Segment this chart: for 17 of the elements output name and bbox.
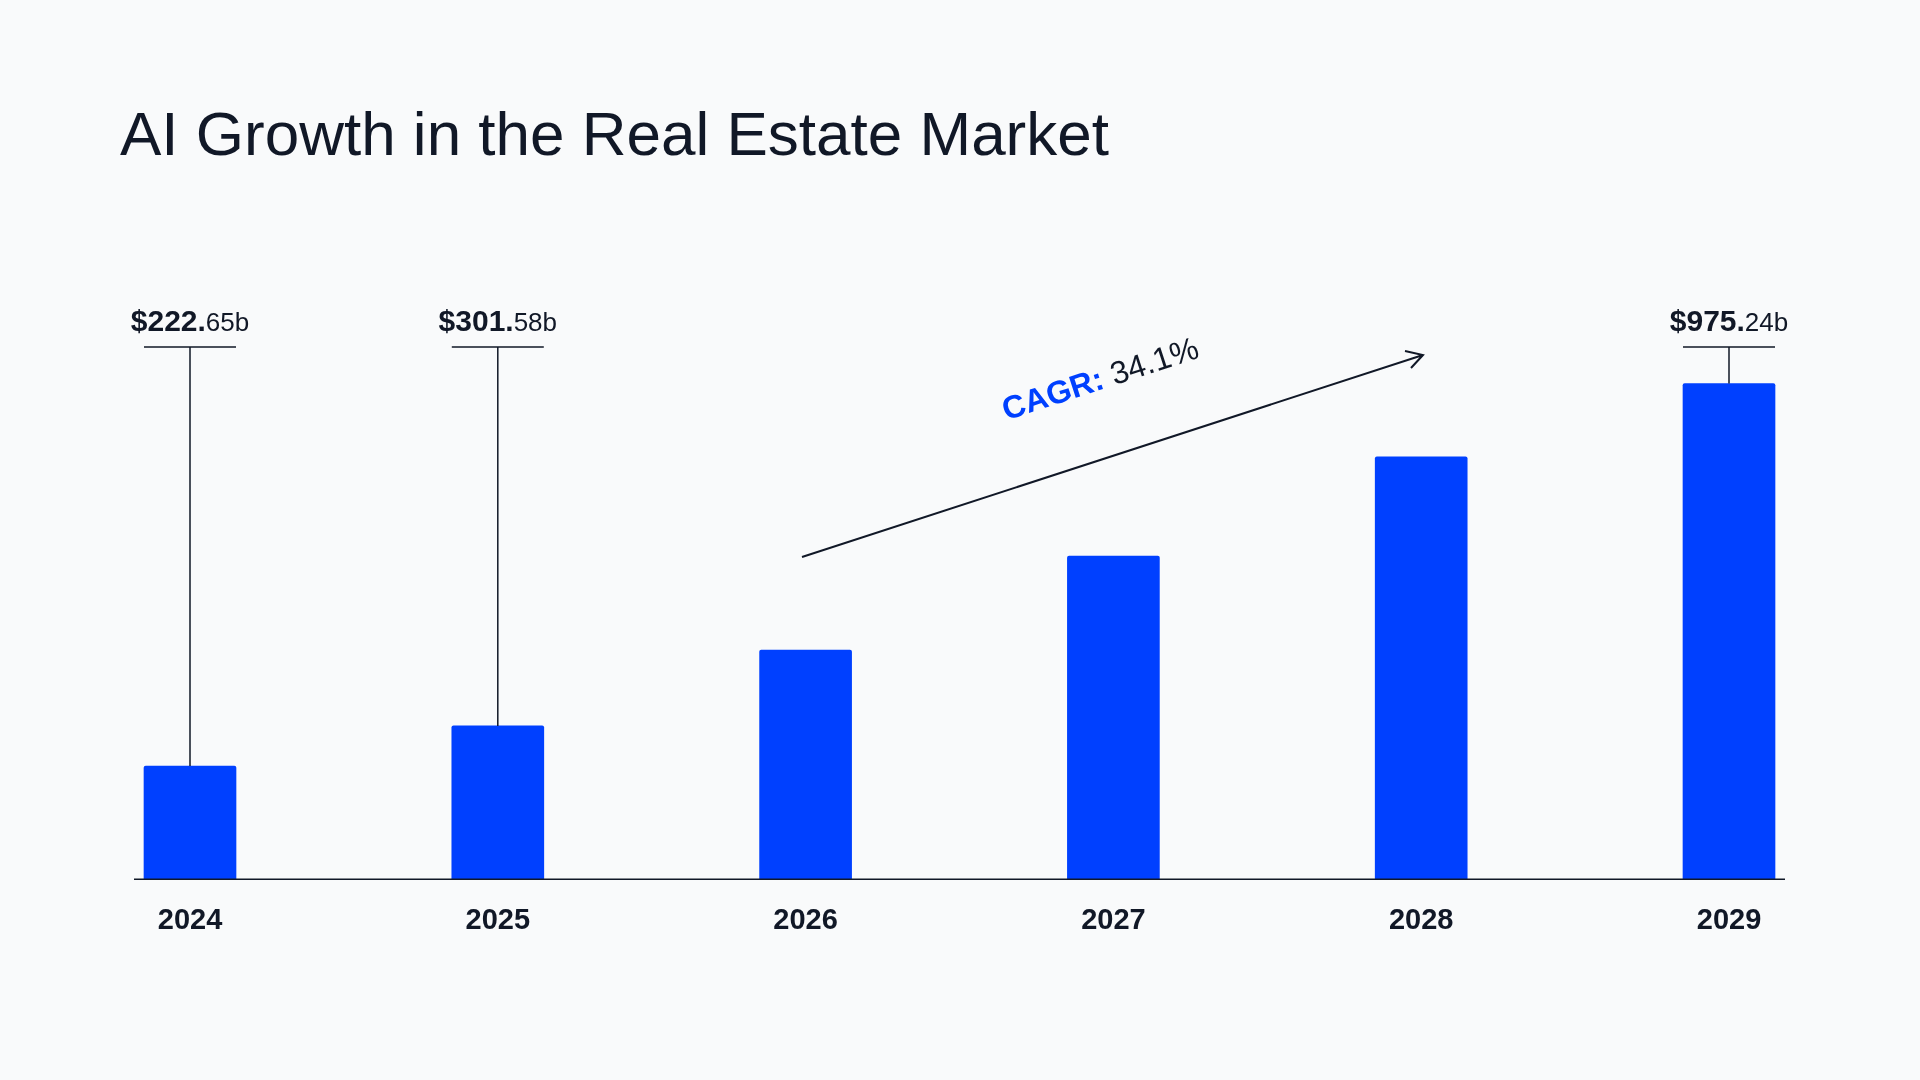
bar — [1682, 383, 1776, 880]
data-label: $222.65b — [130, 304, 250, 337]
x-tick-label: 2024 — [157, 902, 223, 935]
x-tick-label: 2026 — [773, 902, 838, 935]
data-label: $301.58b — [438, 304, 558, 337]
x-tick-label: 2028 — [1388, 902, 1454, 935]
x-tick-label: 2027 — [1081, 902, 1146, 935]
bar — [1374, 456, 1468, 880]
annotation: CAGR: 34.1% — [997, 329, 1204, 429]
bar — [759, 649, 852, 880]
x-tick-label: 2025 — [465, 902, 531, 935]
chart-title: AI Growth in the Real Estate Market — [120, 98, 1109, 169]
bar — [451, 725, 545, 880]
bar — [1067, 555, 1160, 880]
x-tick-label: 2029 — [1696, 902, 1762, 935]
data-label: $975.24b — [1669, 304, 1789, 337]
bar — [143, 765, 237, 880]
